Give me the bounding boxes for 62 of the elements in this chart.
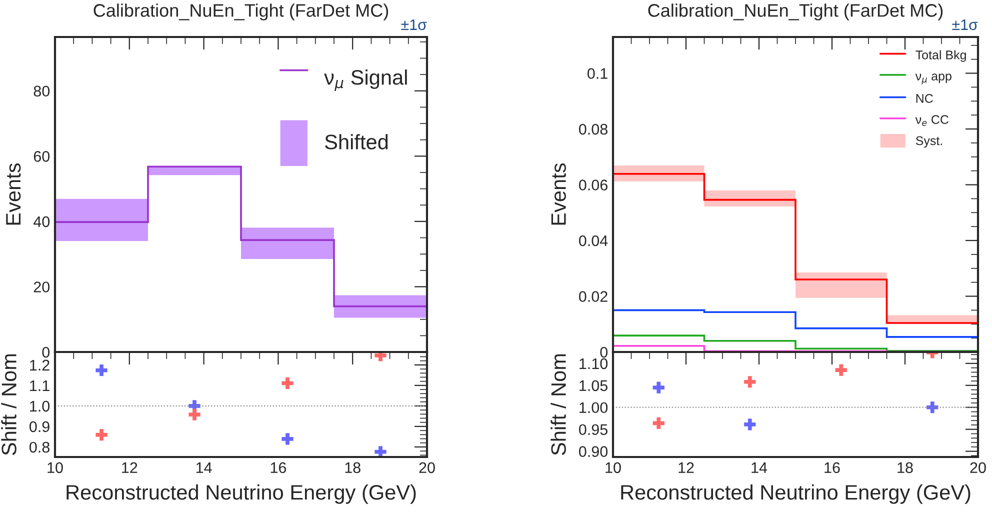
x-tick-label: 14 bbox=[752, 462, 768, 473]
x-tick-label: 16 bbox=[824, 462, 840, 474]
y-tick-label: 0.02 bbox=[579, 291, 608, 302]
y-tick-label: 0 bbox=[600, 346, 608, 358]
y-tick-label: 0.04 bbox=[579, 235, 608, 246]
y-tick-label: 0.08 bbox=[579, 124, 608, 135]
y-tick-label: 60 bbox=[34, 151, 50, 162]
x-tick-label: 10 bbox=[606, 462, 621, 474]
y-tick-label: 0.1 bbox=[588, 68, 608, 79]
legend-label: Total Bkg bbox=[916, 50, 966, 62]
chart-title: Calibration_NuEn_Tight (FarDet MC) bbox=[648, 4, 943, 20]
x-tick-label: 10 bbox=[48, 462, 63, 474]
y-tick-label: 80 bbox=[34, 86, 50, 97]
point bbox=[282, 377, 294, 389]
text: ±1σ bbox=[401, 19, 427, 30]
point bbox=[96, 429, 108, 441]
y-tick-label: 0.90 bbox=[579, 446, 608, 457]
x-tick-label: 16 bbox=[270, 462, 286, 474]
x-tick-label: 14 bbox=[196, 462, 212, 473]
legend-label: Syst. bbox=[916, 136, 942, 148]
y-tick-label: 1.05 bbox=[580, 380, 608, 392]
y-tick-label: 40 bbox=[34, 216, 50, 228]
point bbox=[282, 433, 294, 445]
y-tick-label: 1.0 bbox=[30, 400, 50, 412]
y-tick-label: 1.10 bbox=[580, 358, 608, 370]
point bbox=[96, 364, 108, 376]
y-axis-title: Shift / Nom bbox=[1, 354, 16, 456]
y-tick-label: 1.00 bbox=[580, 402, 608, 414]
x-tick-label: 12 bbox=[122, 462, 138, 473]
y-tick-label: 1.1 bbox=[30, 380, 50, 391]
point bbox=[188, 408, 200, 420]
point bbox=[652, 382, 664, 394]
y-axis-title: Events bbox=[551, 163, 566, 225]
x-tick-label: 12 bbox=[678, 462, 694, 473]
y-tick-label: 20 bbox=[34, 282, 50, 292]
point bbox=[744, 376, 756, 388]
y-tick-label: 0.9 bbox=[30, 421, 50, 432]
y-tick-label: 0.06 bbox=[579, 180, 608, 190]
legend-label: NC bbox=[916, 94, 933, 103]
x-axis-title: Reconstructed Neutrino Energy (GeV) bbox=[66, 484, 416, 504]
legend-label: ν$_{μ}$ app bbox=[915, 74, 952, 84]
point bbox=[652, 417, 664, 429]
point bbox=[835, 364, 847, 376]
point bbox=[926, 402, 938, 414]
text: ±1σ bbox=[952, 19, 978, 30]
y-tick-label: 0.8 bbox=[30, 442, 50, 453]
x-tick-label: 18 bbox=[345, 462, 360, 474]
x-axis-title: Reconstructed Neutrino Energy (GeV) bbox=[621, 484, 970, 504]
x-tick-label: 18 bbox=[898, 462, 913, 474]
legend-label: ν$_{μ}$ Signal bbox=[324, 70, 407, 92]
point bbox=[744, 418, 756, 430]
y-axis-title: Events bbox=[6, 163, 21, 225]
y-tick-label: 0 bbox=[42, 346, 50, 358]
x-tick-label: 20 bbox=[970, 462, 986, 474]
x-tick-label: 20 bbox=[419, 462, 435, 474]
chart-title: Calibration_NuEn_Tight (FarDet MC) bbox=[94, 4, 388, 20]
legend-label: Shifted bbox=[325, 134, 388, 150]
point bbox=[374, 446, 386, 457]
y-axis-title: Shift / Nom bbox=[550, 354, 566, 456]
y-tick-label: 0.95 bbox=[579, 424, 608, 436]
legend-label: ν$_{e}$ CC bbox=[915, 115, 948, 126]
y-tick-label: 1.2 bbox=[30, 360, 50, 370]
